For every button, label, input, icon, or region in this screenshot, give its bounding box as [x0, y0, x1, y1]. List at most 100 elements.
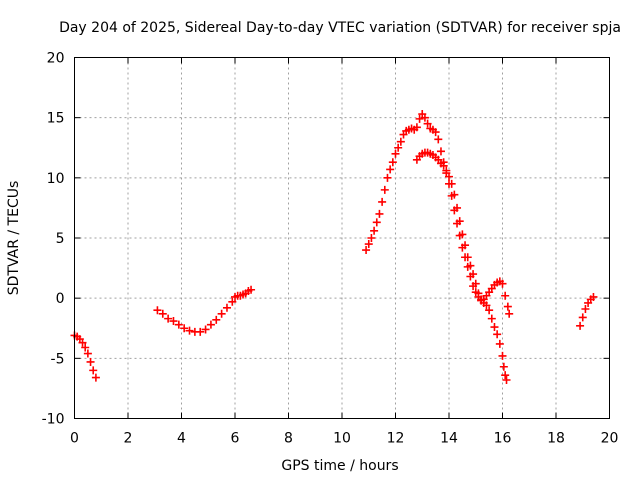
- series-arc2: [153, 285, 256, 336]
- data-point: [370, 226, 379, 235]
- chart-title: Day 204 of 2025, Sidereal Day-to-day VTE…: [59, 20, 621, 36]
- data-point: [436, 147, 445, 156]
- data-point: [445, 172, 453, 181]
- data-point: [463, 253, 472, 262]
- data-point: [501, 371, 510, 380]
- data-point: [386, 165, 395, 174]
- data-point: [247, 285, 256, 294]
- data-point: [453, 203, 462, 212]
- y-tick-label: -10: [42, 412, 65, 428]
- x-tick-label: 14: [440, 431, 458, 447]
- y-tick-label: 20: [47, 51, 65, 67]
- data-point: [466, 261, 475, 270]
- data-point: [471, 279, 480, 288]
- x-tick-label: 20: [601, 431, 619, 447]
- series-arc3-lower: [412, 148, 511, 384]
- data-point: [505, 309, 514, 318]
- data-point: [589, 292, 598, 301]
- data-point: [228, 297, 237, 306]
- x-tick-label: 6: [231, 431, 240, 447]
- x-tick-label: 12: [387, 431, 405, 447]
- data-point: [78, 338, 87, 347]
- data-point: [185, 326, 194, 335]
- data-point: [461, 241, 470, 250]
- data-point: [498, 279, 507, 288]
- data-point: [469, 270, 478, 279]
- data-point: [164, 314, 173, 323]
- plot-frame: [74, 57, 610, 419]
- y-axis-label: SDTVAR / TECUs: [6, 181, 22, 296]
- y-tick-label: 15: [47, 111, 65, 127]
- data-point: [434, 135, 443, 144]
- x-tick-label: 4: [177, 431, 186, 447]
- data-point: [447, 179, 456, 188]
- grid: [74, 57, 610, 419]
- data-point: [501, 291, 510, 300]
- data-point: [180, 324, 189, 333]
- data-point: [502, 375, 511, 384]
- data-point: [485, 306, 494, 315]
- data-point: [89, 366, 98, 375]
- data-point: [450, 190, 459, 199]
- data-point: [206, 320, 215, 329]
- data-point: [367, 234, 376, 242]
- data-point: [362, 246, 371, 255]
- data-point: [415, 114, 424, 123]
- data-point: [412, 123, 421, 132]
- data-point: [364, 240, 373, 249]
- data-point: [169, 317, 178, 326]
- x-tick-label: 2: [124, 431, 133, 447]
- data-point: [86, 357, 95, 366]
- data-point: [578, 313, 587, 322]
- data-point: [174, 320, 183, 329]
- data-point: [490, 323, 499, 332]
- data-point: [394, 143, 403, 152]
- x-tick-labels: 0 2 4 6 8 10 12 14 16 18 20: [70, 431, 618, 447]
- data-point: [372, 218, 381, 227]
- data-point: [499, 362, 508, 371]
- series-arc4: [576, 292, 598, 330]
- y-tick-labels: -10 -5 0 5 10 15 20: [42, 51, 65, 428]
- data-point: [212, 315, 221, 324]
- data-point: [383, 173, 392, 182]
- data-point: [503, 302, 512, 311]
- data-point: [493, 330, 502, 339]
- data-point: [378, 197, 387, 206]
- x-tick-label: 18: [547, 431, 565, 447]
- data-point: [158, 309, 167, 318]
- data-point: [201, 325, 210, 334]
- data-point: [498, 351, 507, 360]
- data-point: [388, 158, 397, 167]
- y-tick-label: 10: [47, 171, 65, 187]
- data-point: [474, 289, 483, 298]
- series-arc1: [70, 331, 100, 382]
- data-point: [380, 185, 389, 194]
- data-point: [581, 304, 590, 313]
- data-point: [81, 343, 90, 352]
- y-tick-label: 5: [56, 231, 65, 247]
- data-point: [222, 303, 231, 312]
- data-point: [439, 161, 448, 170]
- data-point: [420, 113, 429, 122]
- series-arc3-upper: [362, 110, 514, 318]
- data-point: [153, 306, 162, 315]
- data-point: [431, 128, 440, 137]
- data-point: [455, 217, 464, 226]
- data-point: [375, 209, 384, 218]
- data-point: [576, 321, 585, 330]
- x-tick-label: 8: [284, 431, 293, 447]
- data-point: [217, 309, 226, 318]
- data-point: [482, 301, 491, 310]
- data-point: [391, 149, 400, 158]
- data-point: [396, 137, 405, 146]
- y-tick-label: 0: [56, 291, 65, 307]
- data-point: [495, 339, 504, 348]
- x-axis-label: GPS time / hours: [281, 458, 398, 474]
- x-tick-label: 0: [70, 431, 79, 447]
- x-tick-label: 16: [494, 431, 512, 447]
- data-point: [423, 119, 432, 128]
- data-point: [83, 349, 92, 358]
- data-points: [70, 110, 598, 384]
- data-point: [458, 230, 467, 239]
